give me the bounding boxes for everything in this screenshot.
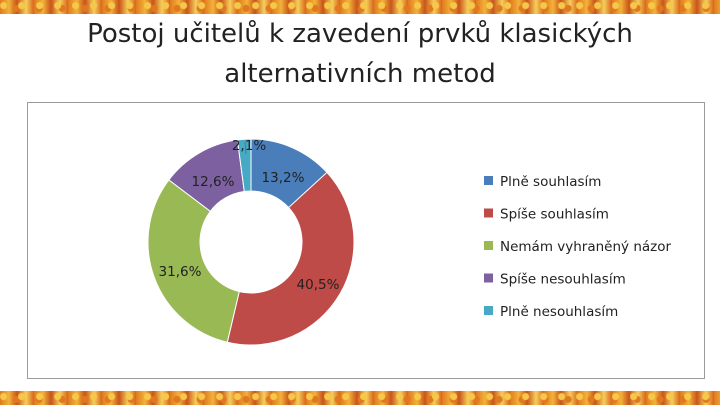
data-labels: 13,2% 40,5% 31,6% 12,6% 2,1% xyxy=(159,138,340,293)
donut-slices xyxy=(147,138,355,346)
data-label-nemam-vyhraneny-nazor: 31,6% xyxy=(159,264,202,280)
legend-label-plne-nesouhlasim: Plně nesouhlasím xyxy=(500,304,618,320)
data-label-spise-nesouhlasim: 12,6% xyxy=(192,174,235,190)
legend-swatch-nemam-vyhraneny-nazor xyxy=(484,241,493,250)
legend: Plně souhlasím Spíše souhlasím Nemám vyhra… xyxy=(484,174,672,320)
data-label-plne-nesouhlasim: 2,1% xyxy=(232,138,266,154)
decorative-top-band xyxy=(0,0,720,14)
legend-label-spise-nesouhlasim: Spíše nesouhlasím xyxy=(500,272,626,288)
legend-label-nemam-vyhraneny-nazor: Nemám vyhraněný názor xyxy=(500,239,672,255)
legend-swatch-plne-nesouhlasim xyxy=(484,306,493,315)
slice-nemam-vyhraneny-nazor xyxy=(147,179,240,343)
data-label-plne-souhlasim: 13,2% xyxy=(262,170,305,186)
legend-label-plne-souhlasim: Plně souhlasím xyxy=(500,174,601,190)
slice-spise-souhlasim xyxy=(226,171,355,346)
title-line-1: Postoj učitelů k zavedení prvků klasický… xyxy=(87,19,633,49)
legend-swatch-spise-souhlasim xyxy=(484,208,493,218)
legend-swatch-plne-souhlasim xyxy=(484,176,493,185)
legend-swatch-spise-nesouhlasim xyxy=(484,273,493,283)
leader-line xyxy=(244,141,247,155)
legend-label-spise-souhlasim: Spíše souhlasím xyxy=(500,207,609,223)
decorative-bottom-band xyxy=(0,391,720,405)
data-label-spise-souhlasim: 40,5% xyxy=(297,277,340,293)
slide-title: Postoj učitelů k zavedení prvků klasický… xyxy=(40,14,680,94)
chart-frame xyxy=(27,102,705,379)
slice-plne-nesouhlasim xyxy=(236,138,252,193)
title-line-2: alternativních metod xyxy=(224,59,496,89)
